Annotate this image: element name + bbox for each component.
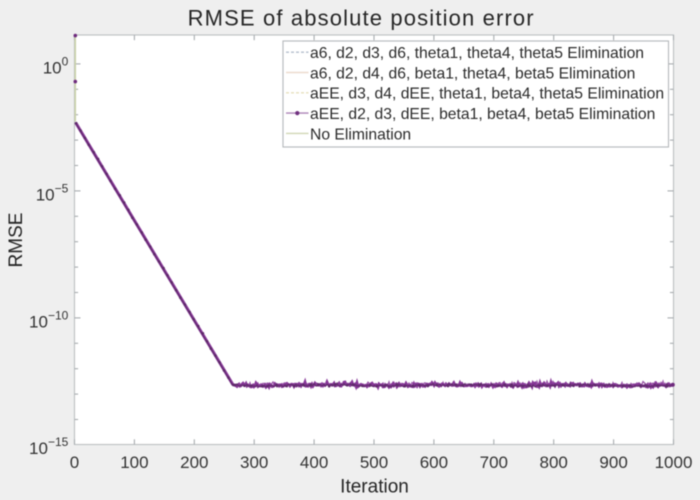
svg-text:RMSE of absolute position erro: RMSE of absolute position error xyxy=(188,5,535,30)
svg-text:10−15: 10−15 xyxy=(29,435,69,458)
svg-text:10−5: 10−5 xyxy=(36,182,69,205)
svg-text:200: 200 xyxy=(180,453,208,472)
svg-text:300: 300 xyxy=(240,453,268,472)
svg-text:RMSE: RMSE xyxy=(6,213,27,268)
svg-text:800: 800 xyxy=(540,453,568,472)
svg-text:100: 100 xyxy=(120,453,148,472)
svg-text:Iteration: Iteration xyxy=(340,477,409,498)
svg-text:10−10: 10−10 xyxy=(29,309,69,332)
svg-text:400: 400 xyxy=(300,453,328,472)
svg-text:0: 0 xyxy=(70,453,79,472)
svg-text:500: 500 xyxy=(360,453,388,472)
svg-text:aEE, d3, d4, dEE, theta1, beta: aEE, d3, d4, dEE, theta1, beta4, theta5 … xyxy=(310,86,664,103)
svg-text:a6, d2, d3, d6, theta1, theta4: a6, d2, d3, d6, theta1, theta4, theta5 E… xyxy=(310,45,644,62)
svg-text:700: 700 xyxy=(480,453,508,472)
svg-text:600: 600 xyxy=(420,453,448,472)
svg-text:a6, d2, d4, d6, beta1, theta4,: a6, d2, d4, d6, beta1, theta4, beta5 Eli… xyxy=(310,65,635,82)
svg-text:No Elimination: No Elimination xyxy=(310,126,411,143)
svg-text:100: 100 xyxy=(43,55,69,78)
svg-text:aEE, d2, d3, dEE, beta1, beta4: aEE, d2, d3, dEE, beta1, beta4, beta5 El… xyxy=(310,106,655,123)
svg-text:1000: 1000 xyxy=(655,453,693,472)
svg-text:900: 900 xyxy=(599,453,627,472)
